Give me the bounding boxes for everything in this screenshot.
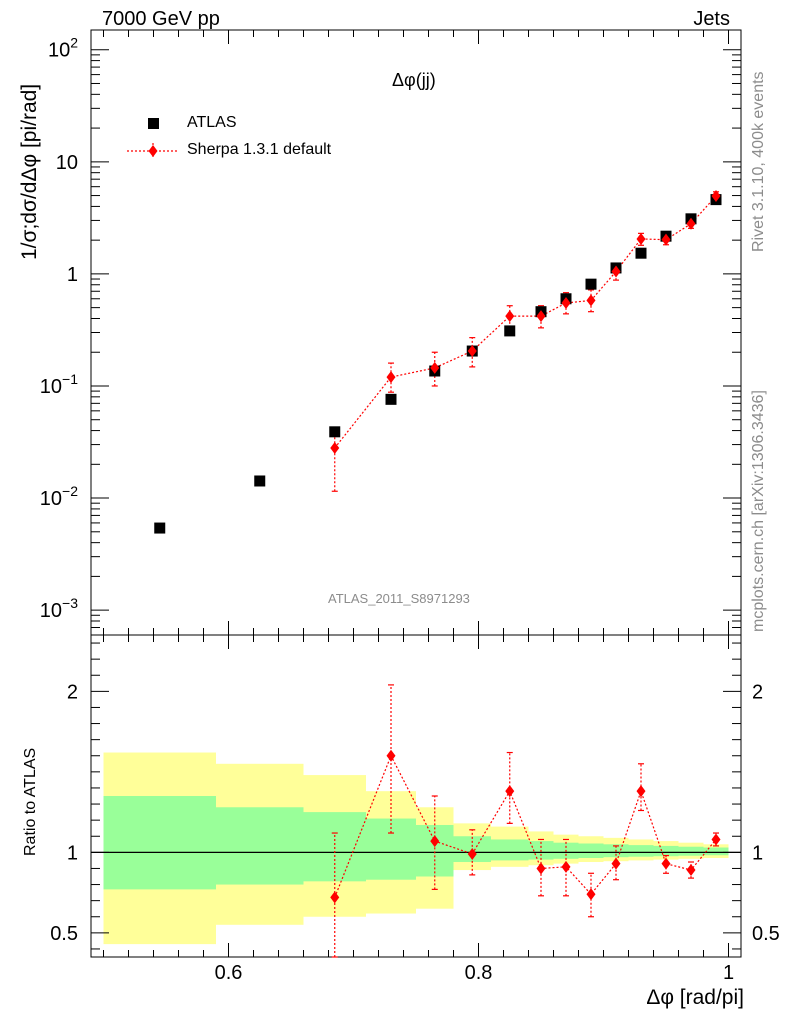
ratio-sherpa-point [386,749,396,762]
atlas-point [504,325,516,337]
analysis-id: ATLAS_2011_S8971293 [328,591,470,606]
sherpa-point [536,310,546,323]
y-tick-label: 102 [48,35,78,62]
sherpa-point [586,294,596,307]
y-tick-label: 10−1 [40,371,78,398]
atlas-point [154,522,166,534]
ratio-sherpa-point [586,888,596,901]
sherpa-point [467,345,477,358]
y-tick-label: 10−2 [40,483,78,510]
ratio-sherpa-point [611,857,621,870]
ratio-y-tick-label-right: 2 [752,681,763,703]
sherpa-point [711,190,721,203]
main-y-axis-title: 1/σ;dσ/dΔφ [pi/rad] [18,83,41,260]
ratio-sherpa-point [536,862,546,875]
x-tick-label: 1 [723,962,734,984]
y-tick-label: 1 [67,264,78,286]
uncertainty-band-inner [678,846,704,856]
uncertainty-band-inner [578,843,604,858]
legend-atlas-symbol [148,118,159,129]
ratio-y-axis-title: Ratio to ATLAS [22,747,39,856]
ratio-sherpa-point [636,785,646,798]
header-right: Jets [693,8,730,30]
ratio-sherpa-point [711,833,721,846]
chart-title: Δφ(jj) [392,70,436,90]
ratio-sherpa-point [505,785,515,798]
ratio-sherpa-point [661,857,671,870]
uncertainty-band-inner [303,812,366,882]
header-left: 7000 GeV pp [102,8,220,30]
ratio-sherpa-point [561,860,571,873]
x-axis-title: Δφ [rad/pi] [646,986,744,1009]
mcplots-label: mcplots.cern.ch [arXiv:1306.3436] [750,390,767,632]
ratio-sherpa-point [330,891,340,904]
ratio-y-tick-label-right: 1 [752,842,763,864]
uncertainty-band-inner [491,839,529,861]
atlas-point [254,475,266,487]
sherpa-point [386,371,396,384]
sherpa-point [330,441,340,454]
ratio-sherpa-point [430,835,440,848]
y-tick-label: 10−3 [40,595,78,622]
uncertainty-band-inner [703,847,729,856]
ratio-y-tick-label: 1 [67,842,78,864]
uncertainty-band-inner [628,845,654,857]
ratio-sherpa-point [467,847,477,860]
y-tick-label: 10 [56,152,78,174]
legend-label-atlas: ATLAS [187,114,237,131]
atlas-point [385,393,397,405]
sherpa-point [505,310,515,323]
ratio-y-tick-label: 2 [67,681,78,703]
rivet-label: Rivet 3.1.10, 400k events [750,71,767,252]
atlas-point [329,426,341,438]
uncertainty-band-inner [653,845,679,857]
uncertainty-band-inner [103,796,216,890]
ratio-sherpa-point [686,864,696,877]
atlas-point [585,278,597,290]
legend-label-sherpa: Sherpa 1.3.1 default [187,141,332,158]
x-tick-label: 0.8 [465,962,493,984]
sherpa-point [561,296,571,309]
sherpa-point [611,265,621,278]
ratio-plot-frame [90,634,742,958]
legend-sherpa-symbol [148,145,158,157]
ratio-y-tick-label: 0.5 [50,923,78,945]
sherpa-line [334,195,717,449]
ratio-y-tick-label-right: 0.5 [752,923,780,945]
sherpa-point [636,232,646,245]
sherpa-point [686,217,696,230]
sherpa-point [430,361,440,374]
uncertainty-band-inner [216,807,304,885]
sherpa-point [661,233,671,246]
x-tick-label: 0.6 [215,962,243,984]
atlas-point [635,247,647,259]
